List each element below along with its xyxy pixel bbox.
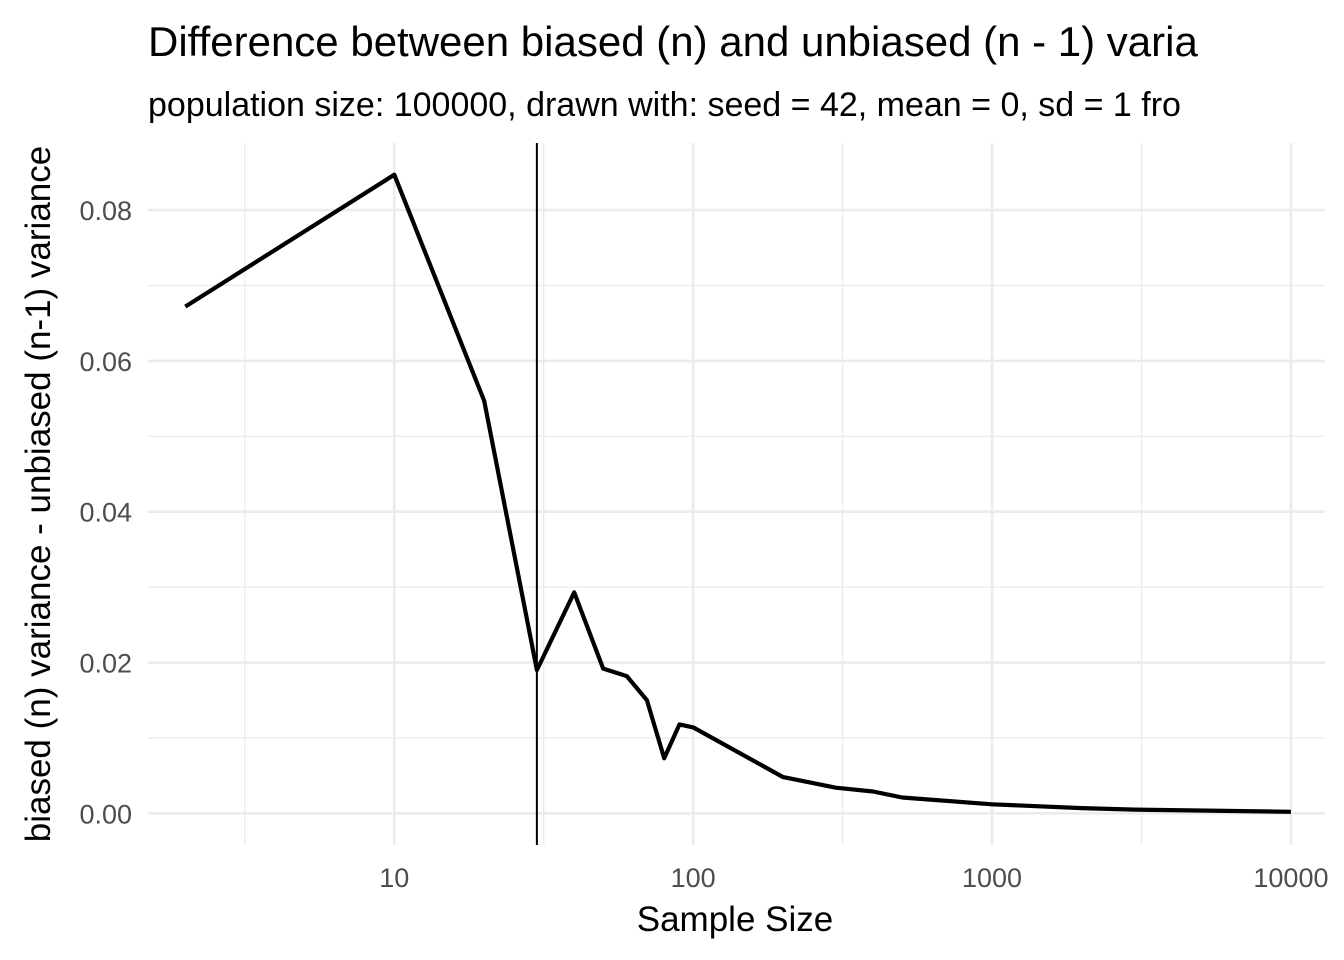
major-gridlines [148, 143, 1325, 845]
y-tick-label: 0.06 [79, 347, 132, 377]
x-axis-title: Sample Size [637, 900, 833, 939]
x-tick-label: 100 [671, 863, 716, 893]
chart-title: Difference between biased (n) and unbias… [148, 18, 1198, 65]
y-axis-title: biased (n) variance - unbiased (n-1) var… [19, 146, 58, 842]
y-tick-label: 0.08 [79, 196, 132, 226]
y-tick-labels: 0.00 0.02 0.04 0.06 0.08 [79, 196, 132, 829]
chart-subtitle: population size: 100000, drawn with: see… [148, 86, 1181, 124]
series-layer [184, 172, 1291, 814]
y-tick-label: 0.04 [79, 498, 132, 528]
x-tick-labels: 10 100 1000 10000 [379, 863, 1328, 893]
y-tick-label: 0.00 [79, 799, 132, 829]
x-tick-label: 10 [379, 863, 409, 893]
y-tick-label: 0.02 [79, 649, 132, 679]
x-tick-label: 1000 [962, 863, 1022, 893]
x-tick-label: 10000 [1253, 863, 1328, 893]
series-line [184, 172, 1291, 814]
minor-gridlines [148, 143, 1325, 845]
